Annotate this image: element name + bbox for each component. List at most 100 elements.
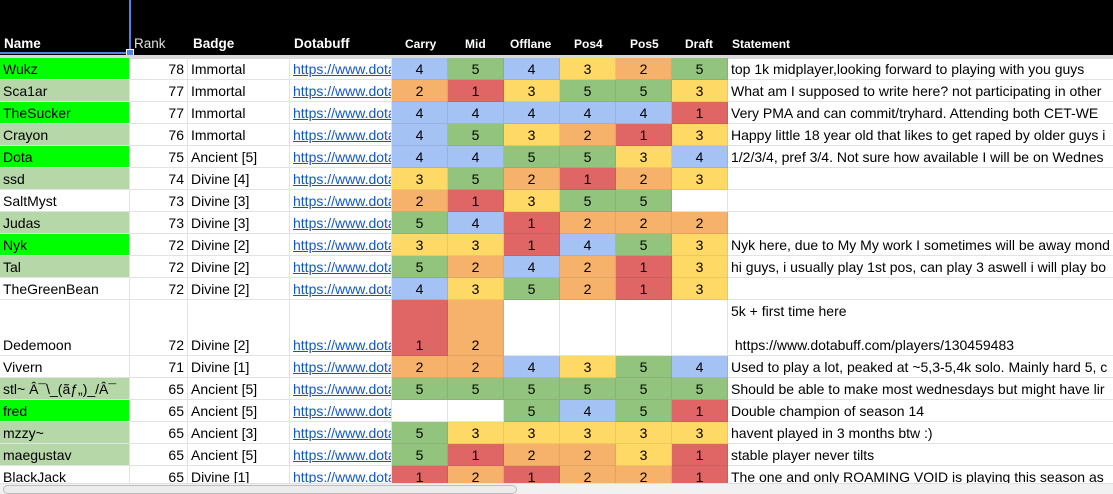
header-dotabuff[interactable]: Dotabuff (294, 36, 350, 51)
draft-score-cell[interactable]: 5 (672, 58, 728, 80)
badge-cell[interactable]: Divine [2] (188, 300, 290, 356)
draft-score-cell[interactable]: 1 (672, 444, 728, 466)
statement-cell[interactable]: Should be able to make most wednesdays b… (728, 378, 1113, 400)
mid-score-cell[interactable]: 2 (448, 256, 504, 278)
pos5-score-cell[interactable]: 2 (616, 212, 672, 234)
dotabuff-link[interactable]: https://www.dota (290, 168, 392, 190)
header-statement[interactable]: Statement (732, 37, 791, 51)
draft-score-cell[interactable]: 1 (672, 400, 728, 422)
draft-score-cell[interactable]: 2 (672, 212, 728, 234)
pos5-score-cell[interactable]: 1 (616, 256, 672, 278)
draft-score-cell[interactable]: 3 (672, 168, 728, 190)
horizontal-scrollbar[interactable] (0, 483, 1113, 494)
statement-cell[interactable]: What am I supposed to write here? not pa… (728, 80, 1113, 102)
dotabuff-link[interactable]: https://www.dota (290, 300, 392, 356)
rank-cell[interactable]: 78 (130, 58, 188, 80)
pos5-score-cell[interactable]: 4 (616, 102, 672, 124)
mid-score-cell[interactable]: 3 (448, 234, 504, 256)
statement-cell[interactable]: Very PMA and can commit/tryhard. Attendi… (728, 102, 1113, 124)
player-name-cell[interactable]: TheGreenBean (0, 278, 130, 300)
carry-score-cell[interactable]: 4 (392, 124, 448, 146)
dotabuff-link[interactable]: https://www.dota (290, 356, 392, 378)
mid-score-cell[interactable]: 3 (448, 278, 504, 300)
carry-score-cell[interactable]: 5 (392, 378, 448, 400)
dotabuff-link[interactable]: https://www.dota (290, 190, 392, 212)
offlane-score-cell[interactable]: 5 (504, 400, 560, 422)
offlane-score-cell[interactable]: 4 (504, 356, 560, 378)
mid-score-cell[interactable]: 1 (448, 444, 504, 466)
carry-score-cell[interactable]: 2 (392, 356, 448, 378)
rank-cell[interactable]: 65 (130, 444, 188, 466)
badge-cell[interactable]: Ancient [3] (188, 422, 290, 444)
badge-cell[interactable]: Divine [2] (188, 234, 290, 256)
pos5-score-cell[interactable]: 5 (616, 400, 672, 422)
header-badge[interactable]: Badge (193, 36, 235, 51)
carry-score-cell[interactable]: 5 (392, 422, 448, 444)
player-name-cell[interactable]: maegustav (0, 444, 130, 466)
badge-cell[interactable]: Divine [3] (188, 190, 290, 212)
dotabuff-link[interactable]: https://www.dota (290, 400, 392, 422)
mid-score-cell[interactable]: 4 (448, 212, 504, 234)
player-name-cell[interactable]: Dedemoon (0, 300, 130, 356)
offlane-score-cell[interactable]: 2 (504, 444, 560, 466)
statement-cell[interactable]: havent played in 3 months btw :) (728, 422, 1113, 444)
dotabuff-link[interactable]: https://www.dota (290, 278, 392, 300)
player-name-cell[interactable]: fred (0, 400, 130, 422)
dotabuff-link[interactable]: https://www.dota (290, 378, 392, 400)
player-name-cell[interactable]: Tal (0, 256, 130, 278)
pos5-score-cell[interactable]: 1 (616, 278, 672, 300)
player-name-cell[interactable]: SaltMyst (0, 190, 130, 212)
pos4-score-cell[interactable]: 3 (560, 422, 616, 444)
offlane-score-cell[interactable]: 3 (504, 80, 560, 102)
carry-score-cell[interactable]: 1 (392, 300, 448, 356)
offlane-score-cell[interactable]: 5 (504, 146, 560, 168)
dotabuff-link[interactable]: https://www.dota (290, 422, 392, 444)
badge-cell[interactable]: Immortal (188, 102, 290, 124)
statement-cell[interactable]: 1/2/3/4, pref 3/4. Not sure how availabl… (728, 146, 1113, 168)
statement-cell[interactable] (728, 168, 1113, 190)
badge-cell[interactable]: Divine [1] (188, 356, 290, 378)
carry-score-cell[interactable]: 3 (392, 168, 448, 190)
statement-cell[interactable]: top 1k midplayer,looking forward to play… (728, 58, 1113, 80)
pos5-score-cell[interactable]: 3 (616, 146, 672, 168)
player-name-cell[interactable]: Nyk (0, 234, 130, 256)
player-name-cell[interactable]: Dota (0, 146, 130, 168)
badge-cell[interactable]: Immortal (188, 58, 290, 80)
pos4-score-cell[interactable]: 5 (560, 378, 616, 400)
carry-score-cell[interactable]: 2 (392, 80, 448, 102)
badge-cell[interactable]: Ancient [5] (188, 400, 290, 422)
offlane-score-cell[interactable]: 5 (504, 278, 560, 300)
mid-score-cell[interactable]: 5 (448, 58, 504, 80)
pos4-score-cell[interactable]: 2 (560, 256, 616, 278)
mid-score-cell[interactable]: 5 (448, 124, 504, 146)
rank-cell[interactable]: 72 (130, 256, 188, 278)
pos4-score-cell[interactable]: 2 (560, 278, 616, 300)
mid-score-cell[interactable]: 5 (448, 168, 504, 190)
offlane-score-cell[interactable]: 4 (504, 58, 560, 80)
badge-cell[interactable]: Immortal (188, 80, 290, 102)
offlane-score-cell[interactable]: 1 (504, 234, 560, 256)
pos5-score-cell[interactable]: 5 (616, 356, 672, 378)
player-name-cell[interactable]: Vivern (0, 356, 130, 378)
pos5-score-cell[interactable]: 3 (616, 422, 672, 444)
mid-score-cell[interactable]: 3 (448, 422, 504, 444)
badge-cell[interactable]: Divine [2] (188, 256, 290, 278)
statement-cell[interactable]: 5k + first time here https://www.dotabuf… (728, 300, 1113, 356)
draft-score-cell[interactable]: 3 (672, 234, 728, 256)
player-name-cell[interactable]: mzzy~ (0, 422, 130, 444)
carry-score-cell[interactable]: 5 (392, 212, 448, 234)
pos5-score-cell[interactable] (616, 300, 672, 356)
pos4-score-cell[interactable]: 2 (560, 212, 616, 234)
badge-cell[interactable]: Immortal (188, 124, 290, 146)
player-name-cell[interactable]: ssd (0, 168, 130, 190)
player-name-cell[interactable]: Wukz (0, 58, 130, 80)
badge-cell[interactable]: Divine [2] (188, 278, 290, 300)
draft-score-cell[interactable]: 1 (672, 102, 728, 124)
statement-cell[interactable]: Nyk here, due to My My work I sometimes … (728, 234, 1113, 256)
pos4-score-cell[interactable]: 3 (560, 356, 616, 378)
offlane-score-cell[interactable]: 4 (504, 102, 560, 124)
mid-score-cell[interactable]: 1 (448, 80, 504, 102)
carry-score-cell[interactable]: 5 (392, 256, 448, 278)
carry-score-cell[interactable]: 4 (392, 58, 448, 80)
pos4-score-cell[interactable]: 3 (560, 58, 616, 80)
